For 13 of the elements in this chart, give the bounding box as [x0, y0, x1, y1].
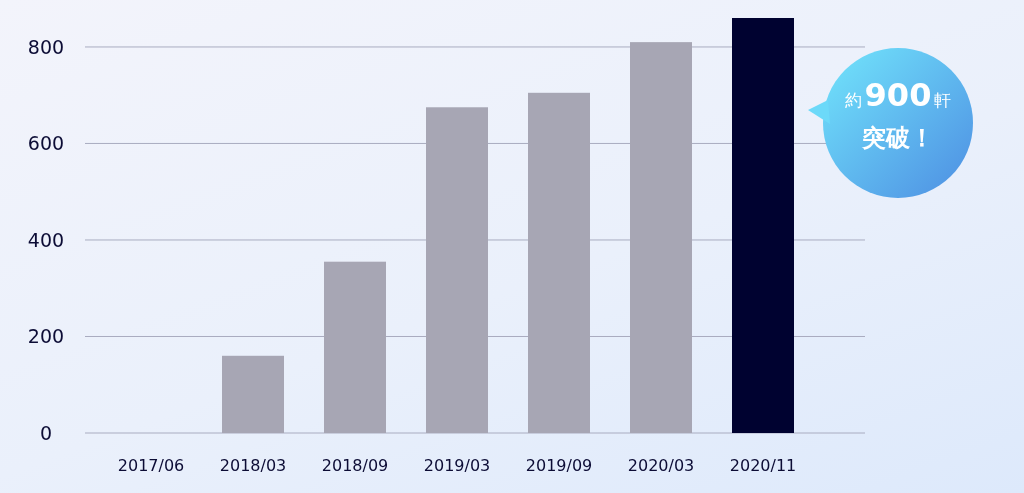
y-tick-label: 800 — [27, 35, 65, 58]
y-tick-label: 200 — [27, 325, 65, 348]
x-tick-label: 2020/03 — [627, 456, 695, 475]
x-tick-label: 2018/03 — [219, 456, 287, 475]
x-tick-label: 2019/03 — [423, 456, 491, 475]
y-tick-label: 0 — [39, 422, 53, 444]
annotation: 突破！ — [861, 124, 934, 152]
x-tick-label: 2017/06 — [117, 456, 185, 475]
x-tick-label: 2019/09 — [525, 456, 593, 475]
x-tick-label: 2020/11 — [729, 456, 797, 475]
y-tick-label: 600 — [27, 132, 65, 155]
y-tick-label: 400 — [27, 228, 65, 251]
x-tick-label: 2018/09 — [321, 456, 389, 475]
